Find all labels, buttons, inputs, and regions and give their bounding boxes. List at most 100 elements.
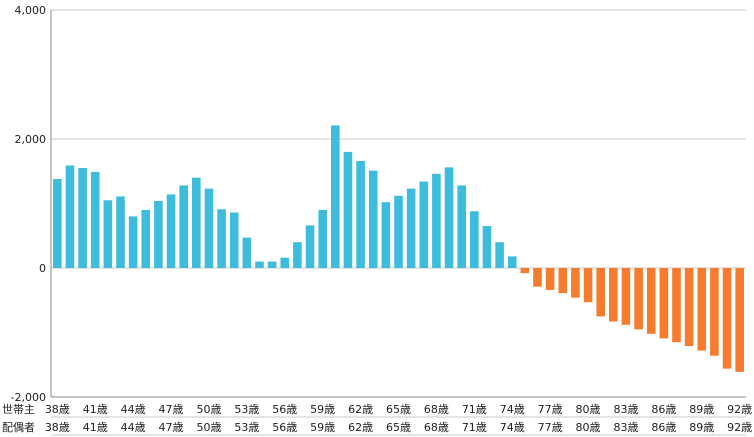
bar — [470, 211, 479, 268]
bar — [103, 200, 113, 268]
axes — [50, 10, 746, 398]
bar — [305, 225, 315, 268]
bar — [710, 268, 719, 356]
bar — [659, 268, 669, 339]
bar — [78, 168, 87, 268]
bar — [166, 194, 176, 268]
bar — [53, 178, 62, 268]
bar — [394, 195, 403, 268]
bar — [65, 165, 75, 268]
bar — [684, 268, 694, 347]
householder-age-label: 89歳 — [689, 403, 714, 416]
bar — [242, 237, 252, 268]
bar — [343, 151, 353, 268]
householder-age-label: 44歳 — [121, 403, 146, 416]
bar — [116, 196, 125, 268]
bar — [672, 268, 681, 343]
bar — [267, 261, 277, 268]
bar — [192, 177, 201, 268]
bar — [583, 268, 593, 303]
y-axis-tick-labels: 4,000 2,000 0 -2,000 — [11, 4, 46, 404]
spouse-age-label: 50歳 — [196, 421, 221, 434]
bar — [609, 268, 618, 322]
bar — [154, 200, 163, 268]
bar — [141, 209, 151, 268]
householder-age-label: 59歳 — [310, 403, 335, 416]
bar — [646, 268, 656, 334]
householder-age-label: 65歳 — [386, 403, 411, 416]
y-tick-label: 0 — [39, 262, 46, 275]
bar — [128, 216, 138, 268]
bar — [179, 185, 188, 268]
spouse-age-label: 80歳 — [576, 421, 601, 434]
householder-age-label: 71歳 — [462, 403, 487, 416]
householder-age-label: 53歳 — [234, 403, 259, 416]
spouse-age-label: 41歳 — [83, 421, 108, 434]
bar — [229, 212, 239, 268]
bar — [432, 173, 441, 268]
householder-age-label: 80歳 — [576, 403, 601, 416]
spouse-age-label: 38歳 — [45, 421, 70, 434]
spouse-row-label: 配偶者 — [2, 421, 35, 434]
spouse-age-label: 86歳 — [651, 421, 676, 434]
bar — [217, 209, 226, 268]
bar — [634, 268, 643, 330]
y-tick-label: 4,000 — [15, 4, 47, 17]
bar — [204, 188, 214, 268]
bar — [558, 268, 568, 294]
bar — [533, 268, 542, 287]
spouse-age-label: 59歳 — [310, 421, 335, 434]
householder-age-label: 56歳 — [272, 403, 297, 416]
spouse-age-label: 56歳 — [272, 421, 297, 434]
bar — [722, 268, 732, 369]
spouse-age-label: 68歳 — [424, 421, 449, 434]
spouse-age-label: 71歳 — [462, 421, 487, 434]
bars — [53, 125, 744, 372]
bar — [331, 125, 340, 268]
householder-age-label: 83歳 — [613, 403, 638, 416]
householder-age-label: 92歳 — [727, 403, 752, 416]
spouse-age-label: 47歳 — [159, 421, 184, 434]
y-tick-label: 2,000 — [15, 133, 47, 146]
bar — [381, 202, 391, 268]
bar — [419, 181, 429, 268]
spouse-age-label: 44歳 — [121, 421, 146, 434]
y-tick-label: -2,000 — [11, 391, 46, 404]
spouse-age-label: 77歳 — [538, 421, 563, 434]
bar — [571, 268, 580, 298]
spouse-age-label: 65歳 — [386, 421, 411, 434]
spouse-age-label: 92歳 — [727, 421, 752, 434]
spouse-age-label: 89歳 — [689, 421, 714, 434]
bar — [545, 268, 555, 290]
bar — [495, 242, 504, 268]
bar — [90, 171, 100, 268]
bar — [507, 256, 517, 268]
spouse-age-label: 53歳 — [234, 421, 259, 434]
bar — [293, 242, 302, 268]
householder-age-label: 86歳 — [651, 403, 676, 416]
bar — [444, 167, 454, 268]
householder-age-label: 74歳 — [500, 403, 525, 416]
spouse-age-label: 74歳 — [500, 421, 525, 434]
bar — [255, 261, 264, 268]
spouse-age-label: 83歳 — [613, 421, 638, 434]
bar — [520, 268, 530, 274]
householder-age-label: 68歳 — [424, 403, 449, 416]
bar — [697, 268, 707, 351]
bar — [368, 170, 378, 268]
householder-age-label: 62歳 — [348, 403, 373, 416]
bar — [356, 160, 365, 268]
householder-age-label: 41歳 — [83, 403, 108, 416]
bar — [596, 268, 605, 317]
householder-age-label: 38歳 — [45, 403, 70, 416]
bar — [735, 268, 744, 372]
householder-age-label: 77歳 — [538, 403, 563, 416]
bar — [406, 188, 416, 268]
bar — [482, 226, 492, 268]
householder-age-label: 50歳 — [196, 403, 221, 416]
bar — [457, 185, 466, 268]
householder-row-label: 世帯主 — [2, 403, 35, 416]
spouse-age-label: 62歳 — [348, 421, 373, 434]
